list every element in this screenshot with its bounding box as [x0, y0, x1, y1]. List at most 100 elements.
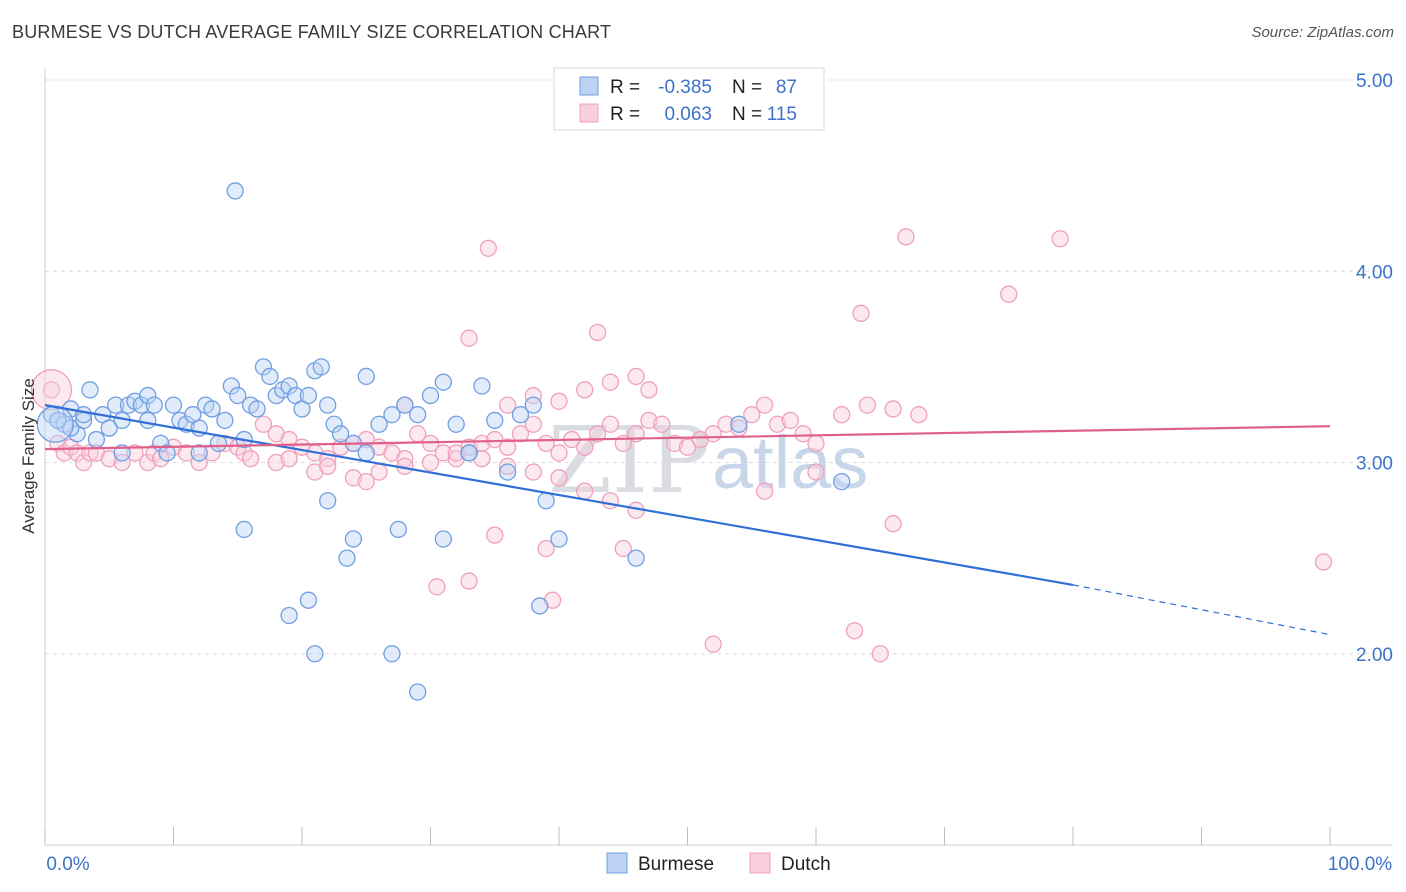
burmese-point: [280, 377, 298, 395]
burmese-point: [280, 606, 298, 625]
dutch-point: [241, 450, 260, 468]
burmese-point: [531, 597, 549, 615]
dutch-point: [884, 400, 902, 418]
dutch-point: [550, 444, 568, 462]
dutch-point: [678, 438, 697, 456]
dutch-point: [203, 444, 221, 462]
burmese-n-label: N =: [732, 77, 762, 98]
y-axis-label: Average Family Size: [19, 378, 38, 534]
x-tick-label: 0.0%: [46, 854, 89, 875]
dutch-point: [852, 304, 870, 322]
dutch-point: [755, 396, 774, 414]
y-tick-labels: 2.00 3.00 4.00 5.00: [1356, 71, 1393, 666]
dutch-point: [473, 434, 491, 453]
dutch-point: [524, 415, 542, 433]
axes: [44, 68, 1392, 846]
dutch-point: [319, 457, 337, 475]
burmese-point: [248, 400, 266, 418]
dutch-point: [486, 430, 504, 449]
burmese-point: [87, 430, 106, 449]
dutch-point: [370, 463, 388, 481]
burmese-point: [209, 434, 228, 453]
watermark: ZIP atlas: [548, 407, 868, 514]
burmese-point: [203, 400, 221, 418]
burmese-point: [511, 406, 530, 424]
dutch-point: [601, 492, 620, 510]
dutch-point: [280, 450, 298, 468]
dutch-point: [550, 392, 568, 410]
dutch-point: [421, 453, 440, 472]
burmese-point: [833, 472, 851, 491]
dutch-point: [486, 526, 504, 544]
dutch-point: [550, 469, 568, 487]
burmese-point: [460, 444, 478, 462]
dutch-point: [871, 645, 889, 663]
legend-dutch-label[interactable]: Dutch: [781, 854, 831, 875]
burmese-point: [235, 520, 253, 539]
dutch-point: [666, 434, 684, 453]
dutch-point: [74, 453, 93, 472]
x-tick-label: 100.0%: [1328, 854, 1393, 875]
dutch-point: [537, 539, 555, 558]
burmese-point: [319, 492, 337, 510]
burmese-point: [447, 415, 465, 433]
dutch-point: [576, 381, 594, 399]
burmese-point: [338, 549, 356, 567]
dutch-points: [30, 228, 1333, 663]
burmese-point: [396, 396, 414, 414]
dutch-point: [30, 369, 73, 411]
burmese-point: [389, 520, 408, 539]
burmese-point: [524, 396, 542, 414]
legend-burmese-label[interactable]: Burmese: [638, 854, 714, 875]
chart-title: BURMESE VS DUTCH AVERAGE FAMILY SIZE COR…: [12, 22, 612, 42]
dutch-point: [858, 396, 877, 414]
burmese-point: [550, 530, 568, 548]
burmese-trend-extension: [1072, 584, 1331, 636]
dutch-point: [845, 622, 864, 640]
dutch-r-value: 0.063: [664, 104, 712, 125]
burmese-point: [344, 530, 363, 548]
stats-legend: R = -0.385 N = 87 R = 0.063 N = 115: [553, 67, 825, 131]
dutch-point: [113, 453, 131, 472]
dutch-point: [511, 425, 530, 443]
dutch-point: [601, 415, 620, 433]
dutch-point: [653, 415, 671, 433]
dutch-point: [460, 329, 478, 347]
legend-burmese-swatch[interactable]: [606, 852, 628, 874]
dutch-point: [479, 239, 497, 257]
dutch-point: [576, 438, 594, 456]
stats-legend-box: [553, 67, 825, 131]
burmese-point: [408, 406, 427, 424]
dutch-point: [1000, 285, 1018, 303]
burmese-point: [421, 386, 440, 405]
burmese-point: [132, 396, 151, 414]
dutch-point: [498, 457, 517, 475]
dutch-point: [614, 539, 632, 558]
burmese-point: [190, 444, 208, 462]
burmese-point: [434, 373, 453, 391]
dutch-point: [807, 434, 825, 453]
burmese-point: [107, 396, 125, 414]
burmese-point: [473, 377, 491, 395]
burmese-point: [299, 386, 318, 405]
dutch-point: [627, 367, 645, 386]
dutch-point: [190, 453, 208, 472]
burmese-point: [434, 530, 453, 548]
dutch-point: [139, 453, 157, 472]
burmese-point: [261, 367, 279, 386]
dutch-point: [1314, 553, 1333, 571]
dutch-r-label: R =: [610, 104, 640, 125]
burmese-point: [357, 444, 375, 462]
dutch-point: [357, 472, 375, 491]
burmese-r-value: -0.385: [658, 77, 712, 98]
burmese-point: [81, 381, 99, 399]
legend-dutch-swatch[interactable]: [749, 852, 771, 874]
burmese-point: [299, 591, 318, 609]
dutch-swatch: [579, 103, 599, 123]
dutch-point: [717, 415, 735, 433]
dutch-trend-line: [44, 425, 1331, 451]
dutch-point: [807, 463, 825, 481]
dutch-point: [344, 469, 363, 487]
dutch-n-label: N =: [732, 104, 762, 125]
y-tick-label: 2.00: [1356, 645, 1393, 666]
